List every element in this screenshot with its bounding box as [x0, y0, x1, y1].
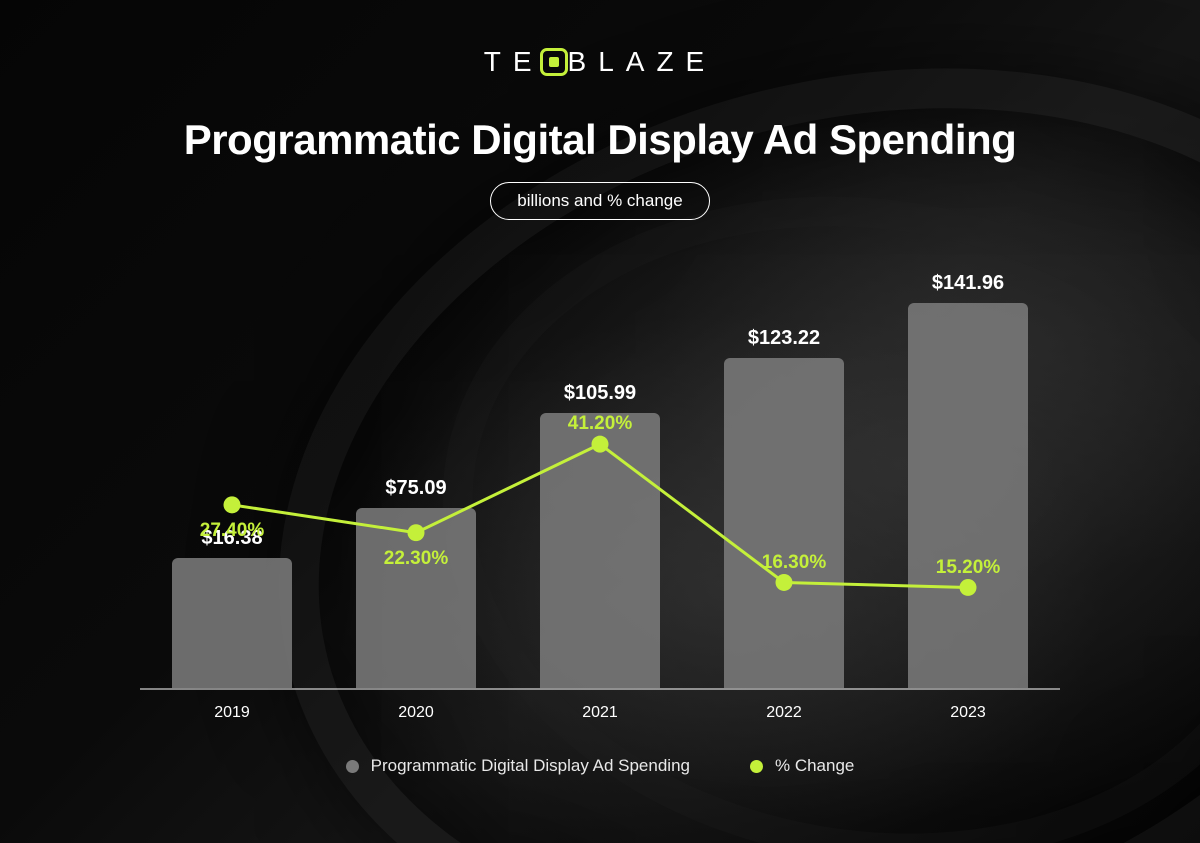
x-tick-label: 2022	[724, 704, 844, 722]
x-axis: 2019 2020 2021 2022 2023	[140, 704, 1060, 722]
brand-q-icon	[540, 48, 568, 76]
legend-item-line: % Change	[750, 756, 854, 776]
brand-pre: TE	[484, 46, 544, 78]
legend-label-bars: Programmatic Digital Display Ad Spending	[371, 756, 690, 776]
pct-change-label: 15.20%	[936, 557, 1000, 579]
chart-title: Programmatic Digital Display Ad Spending	[184, 116, 1017, 164]
pct-change-label: 41.20%	[568, 413, 632, 435]
x-tick-label: 2023	[908, 704, 1028, 722]
legend-dot-bars	[346, 760, 359, 773]
x-tick-label: 2020	[356, 704, 476, 722]
chart-subtitle: billions and % change	[490, 182, 709, 220]
legend-item-bars: Programmatic Digital Display Ad Spending	[346, 756, 690, 776]
bar-column: $123.22	[724, 327, 844, 688]
pct-change-label: 16.30%	[762, 552, 826, 574]
bar-value-label: $105.99	[564, 382, 636, 405]
bar-series: $16.38 $75.09 $105.99 $123.22 $141.96	[140, 260, 1060, 688]
bar-value-label: $123.22	[748, 327, 820, 350]
content: TE BLAZE Programmatic Digital Display Ad…	[0, 0, 1200, 843]
bar-column: $141.96	[908, 272, 1028, 688]
brand-logo: TE BLAZE	[484, 46, 716, 78]
legend: Programmatic Digital Display Ad Spending…	[346, 756, 855, 776]
bar	[540, 413, 660, 688]
bar-value-label: $141.96	[932, 272, 1004, 295]
bar-column: $16.38	[172, 527, 292, 688]
bar	[356, 508, 476, 688]
bar-column: $75.09	[356, 477, 476, 688]
x-tick-label: 2021	[540, 704, 660, 722]
legend-dot-line	[750, 760, 763, 773]
bar-value-label: $75.09	[385, 477, 446, 500]
plot-area: $16.38 $75.09 $105.99 $123.22 $141.96 27.40%…	[140, 260, 1060, 690]
x-tick-label: 2019	[172, 704, 292, 722]
pct-change-label: 22.30%	[384, 548, 448, 570]
bar	[724, 358, 844, 688]
chart: $16.38 $75.09 $105.99 $123.22 $141.96 27.40%…	[140, 260, 1060, 722]
brand-post: BLAZE	[568, 46, 717, 78]
pct-change-label: 27.40%	[200, 520, 264, 542]
bar	[908, 303, 1028, 688]
bar	[172, 558, 292, 688]
legend-label-line: % Change	[775, 756, 854, 776]
